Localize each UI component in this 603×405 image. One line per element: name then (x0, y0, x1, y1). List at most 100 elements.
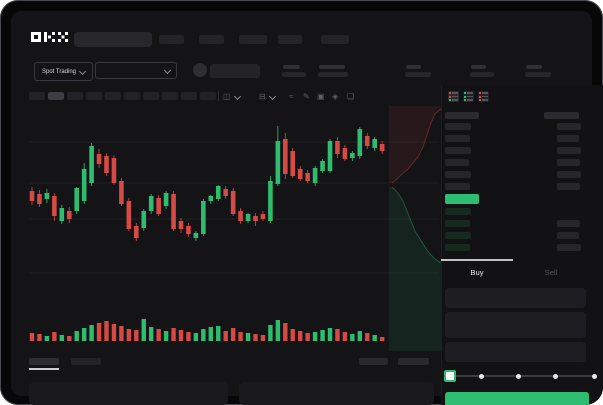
timeframe-button[interactable] (67, 92, 83, 100)
ask-price[interactable] (445, 159, 469, 166)
amount-slider-track[interactable] (448, 375, 594, 377)
ask-amount (557, 171, 581, 178)
draw-tool-icon: ✎ (303, 91, 310, 101)
ask-price[interactable] (445, 147, 471, 154)
line-tool-icon: ≈ (289, 91, 294, 101)
stat-label (319, 65, 345, 69)
stat-value (282, 72, 306, 77)
bid-price[interactable] (445, 244, 470, 251)
nav-item[interactable] (321, 35, 349, 44)
chart-type-dropdown[interactable]: ◫ (223, 91, 241, 101)
bottom-toolbar-item[interactable] (398, 358, 429, 365)
book-both-icon[interactable] (448, 91, 459, 102)
timeframe-button[interactable] (86, 92, 102, 100)
ask-amount (557, 183, 580, 190)
bid-amount (557, 232, 579, 239)
draw-tool-icon[interactable]: ✎ (303, 92, 310, 101)
search-input[interactable] (74, 32, 152, 47)
ask-price[interactable] (445, 135, 470, 142)
ask-amount (557, 159, 580, 166)
stat-label (471, 65, 486, 69)
buy-submit-button[interactable] (445, 392, 589, 405)
nav-item[interactable] (159, 35, 184, 44)
fullscreen-icon: ❏ (347, 91, 355, 101)
tab-sell-label: Sell (544, 267, 558, 277)
depth-profile (389, 106, 442, 351)
book-asks-icon[interactable] (478, 91, 489, 102)
settings-icon: ◈ (332, 91, 339, 101)
bid-amount (557, 244, 581, 251)
ask-price[interactable] (445, 123, 471, 130)
stat-value (525, 72, 551, 77)
app-content: Spot Trading ◫ ⊟ ≈ ✎ ▣ ◈ ❏ Buy Sell (11, 11, 603, 405)
bottom-tab[interactable] (29, 358, 59, 365)
pair-name-placeholder[interactable] (210, 64, 260, 78)
bid-price[interactable] (445, 220, 470, 227)
timeframe-button[interactable] (29, 92, 45, 100)
bottom-panel (239, 382, 434, 405)
bottom-tab[interactable] (71, 358, 101, 365)
market-type-label: Spot Trading (41, 68, 77, 75)
slider-stop[interactable] (553, 374, 558, 379)
orderbook-header-amount (544, 112, 579, 119)
pair-dropdown[interactable] (95, 62, 177, 79)
candles-layer (29, 126, 385, 241)
timeframe-button[interactable] (124, 92, 140, 100)
fullscreen-icon[interactable]: ❏ (347, 92, 354, 101)
grid-lines (29, 141, 439, 274)
tab-buy[interactable]: Buy (441, 265, 513, 279)
indicators-dropdown: ⊟ (259, 91, 266, 101)
book-bids-icon[interactable] (463, 91, 474, 102)
slider-handle[interactable] (444, 370, 456, 382)
amount-field[interactable] (445, 312, 586, 338)
chart-type-dropdown: ◫ (223, 91, 231, 101)
market-type-dropdown[interactable]: Spot Trading (34, 62, 93, 81)
stat-value (318, 72, 348, 77)
timeframe-button[interactable] (48, 92, 64, 100)
nav-item[interactable] (239, 35, 267, 44)
slider-stop[interactable] (592, 374, 597, 379)
bottom-tab-active-underline (29, 368, 59, 370)
volume-layer (29, 319, 385, 341)
timeframe-button[interactable] (162, 92, 178, 100)
price-chart-canvas[interactable] (11, 11, 603, 405)
screenshot-icon: ▣ (317, 91, 325, 101)
slider-stop[interactable] (479, 374, 484, 379)
bottom-toolbar-item[interactable] (359, 358, 388, 365)
ask-price[interactable] (445, 183, 470, 190)
token-avatar (193, 63, 207, 77)
stat-label (526, 65, 542, 69)
active-tab-indicator (441, 259, 513, 261)
bid-amount (557, 220, 580, 227)
timeframe-button[interactable] (105, 92, 121, 100)
stat-value (405, 72, 431, 77)
nav-item[interactable] (199, 35, 224, 44)
okx-logo (31, 30, 71, 42)
bottom-panel (29, 382, 228, 405)
tab-sell[interactable]: Sell (513, 265, 589, 279)
tab-buy-label: Buy (470, 267, 484, 277)
screenshot-icon[interactable]: ▣ (317, 92, 325, 101)
toolbar-divider (218, 91, 219, 101)
last-price-highlight[interactable] (445, 194, 479, 204)
ask-price[interactable] (445, 171, 471, 178)
slider-stop[interactable] (516, 374, 521, 379)
line-tool-icon[interactable]: ≈ (289, 92, 293, 101)
indicators-dropdown[interactable]: ⊟ (259, 91, 276, 101)
ask-amount (557, 135, 579, 142)
orderbook-header-price (445, 112, 479, 119)
stat-label (406, 65, 421, 69)
bid-price[interactable] (445, 232, 471, 239)
total-field[interactable] (445, 342, 586, 362)
price-field[interactable] (445, 288, 586, 308)
timeframe-button[interactable] (181, 92, 197, 100)
ask-amount (557, 123, 581, 130)
timeframe-button[interactable] (200, 92, 216, 100)
settings-icon[interactable]: ◈ (332, 92, 338, 101)
stat-value (470, 72, 494, 77)
timeframe-button[interactable] (143, 92, 159, 100)
nav-item[interactable] (278, 35, 302, 44)
ask-amount (557, 147, 581, 154)
bid-price[interactable] (445, 208, 471, 215)
